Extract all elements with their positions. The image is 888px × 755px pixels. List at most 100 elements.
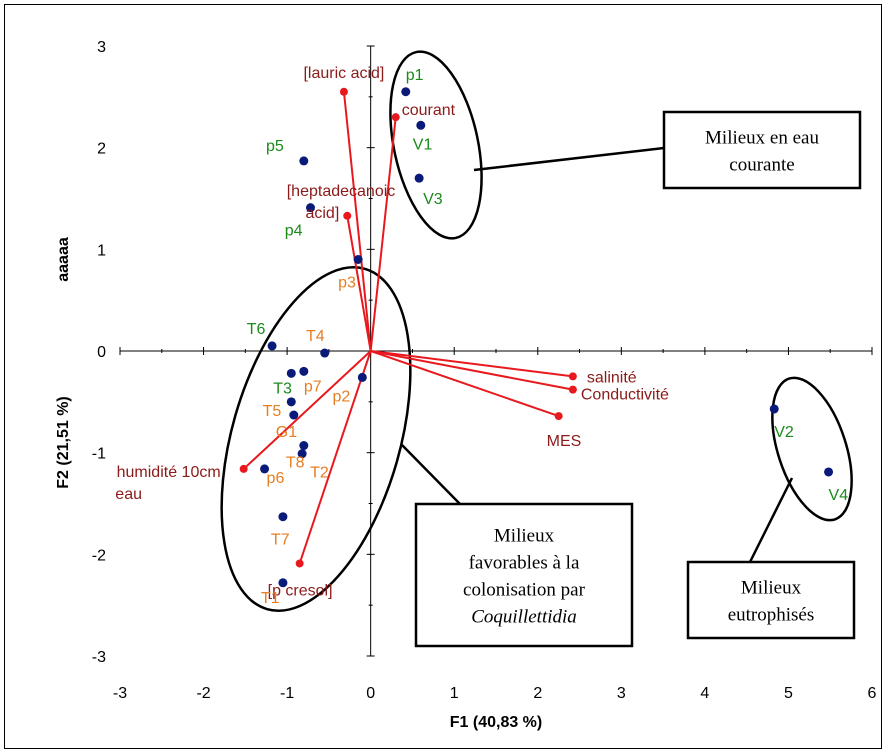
point-labels: [lauric acid] courant [heptadecanoic acid] s…	[115, 65, 848, 607]
callout-text-line: Milieux	[494, 526, 555, 547]
ellipse-favorables	[220, 266, 412, 612]
variable-point	[568, 372, 577, 381]
callout-text-line: Milieux	[741, 578, 802, 599]
vector-line	[369, 117, 397, 352]
variable-label-line: [heptadecanoic	[287, 183, 396, 200]
observation-label: T5	[263, 403, 282, 420]
vector-line	[370, 350, 573, 378]
x-tick-label: 5	[784, 685, 793, 702]
variable-point	[239, 464, 248, 473]
variable-point	[554, 412, 563, 421]
variable-label: courant	[402, 102, 456, 119]
variable-label-line: humidité 10cm	[117, 464, 221, 481]
observation-point	[416, 120, 426, 130]
variable-label: salinité	[587, 369, 637, 386]
y-tick-label: 1	[97, 242, 106, 259]
observation-label: V1	[413, 136, 433, 153]
callout-favorables	[414, 502, 634, 648]
observation-point	[297, 449, 307, 459]
observation-point	[278, 578, 288, 588]
ellipse-eutrophises	[771, 376, 853, 522]
variable-label: [lauric acid]	[303, 65, 384, 82]
callout-connector	[748, 477, 794, 563]
callout-text-line: colonisation par	[463, 580, 586, 601]
x-tick-label: -3	[113, 685, 127, 702]
callout-text-line: Milieux en eau	[705, 128, 819, 149]
variable-point	[295, 559, 304, 568]
observation-point	[320, 348, 330, 358]
observation-point	[769, 404, 779, 414]
callout-text-line: courante	[729, 155, 794, 176]
variable-label: humidité 10cm eau	[115, 464, 220, 503]
vector-line	[342, 91, 372, 352]
ellipse-eau-courante	[389, 50, 483, 240]
variable-label: [p cresol]	[268, 582, 333, 599]
variable-point	[343, 211, 352, 220]
observation-label: T6	[247, 321, 266, 338]
variable-point	[391, 113, 400, 122]
y-tick-label: 2	[97, 141, 106, 158]
x-tick-label: 3	[617, 685, 626, 702]
callout-connector	[473, 146, 665, 172]
y-axis-title: F2 (21,51 %)	[55, 396, 72, 488]
observation-point	[260, 464, 270, 474]
group-ellipses	[220, 50, 853, 612]
callout-eutrophises	[686, 560, 856, 640]
observation-point	[278, 512, 288, 522]
observation-point	[414, 173, 424, 183]
observation-label: T4	[306, 328, 325, 345]
y-tick-label: -3	[92, 649, 106, 666]
observation-label: T1	[261, 590, 280, 607]
observation-point	[299, 366, 309, 376]
x-tick-label: 2	[533, 685, 542, 702]
axes: -3 -2 -1 0 1 2 3 4 5 6 -3 -2 -1 0 1 2 3	[92, 39, 877, 702]
y-axis-extra-label: aaaaa	[55, 237, 72, 282]
observation-point	[267, 341, 277, 351]
variable-label: MES	[547, 433, 582, 450]
observation-label: p4	[285, 223, 303, 240]
observation-point	[299, 156, 309, 166]
y-tick-label: 0	[97, 344, 106, 361]
observation-point	[286, 368, 296, 378]
y-tick-label: -1	[92, 446, 106, 463]
variable-vectors	[239, 87, 577, 568]
group-callouts: Milieux en eau courante Milieux favorables …	[401, 110, 862, 648]
observation-point	[401, 87, 411, 97]
vector-line	[370, 350, 559, 418]
x-tick-label: 1	[450, 685, 459, 702]
observation-label: V3	[423, 191, 443, 208]
x-tick-label: -1	[280, 685, 294, 702]
observation-point	[353, 255, 363, 264]
chart-frame	[4, 4, 882, 749]
vector-line	[298, 350, 372, 564]
y-tick-label: 3	[97, 39, 106, 56]
x-axis-title: F1 (40,83 %)	[450, 714, 542, 731]
x-tick-label: 6	[868, 685, 877, 702]
vector-line	[242, 350, 372, 470]
variable-label: [heptadecanoic acid]	[287, 183, 396, 222]
observation-points	[260, 87, 834, 588]
observation-label: p6	[267, 470, 285, 487]
x-tick-label: 0	[366, 685, 375, 702]
observation-label: T8	[286, 455, 305, 472]
observation-label: p2	[333, 388, 351, 405]
observation-point	[306, 203, 316, 213]
callout-text-line: favorables à la	[469, 553, 580, 574]
x-tick-label: 4	[700, 685, 709, 702]
observation-label: T3	[273, 380, 292, 397]
callout-text-line: eutrophisés	[728, 605, 815, 626]
vector-line	[370, 350, 574, 391]
observation-point	[824, 467, 834, 477]
observation-point	[289, 410, 299, 420]
observation-label: T7	[271, 532, 290, 549]
observation-label: p5	[266, 138, 284, 155]
y-tick-label: -2	[92, 547, 106, 564]
observation-point	[299, 441, 309, 451]
observation-label: V4	[829, 487, 849, 504]
variable-label: Conductivité	[581, 387, 669, 404]
vector-line	[346, 215, 372, 352]
x-tick-label: -2	[196, 685, 210, 702]
observation-label: G1	[276, 424, 297, 441]
observation-point	[357, 372, 367, 382]
